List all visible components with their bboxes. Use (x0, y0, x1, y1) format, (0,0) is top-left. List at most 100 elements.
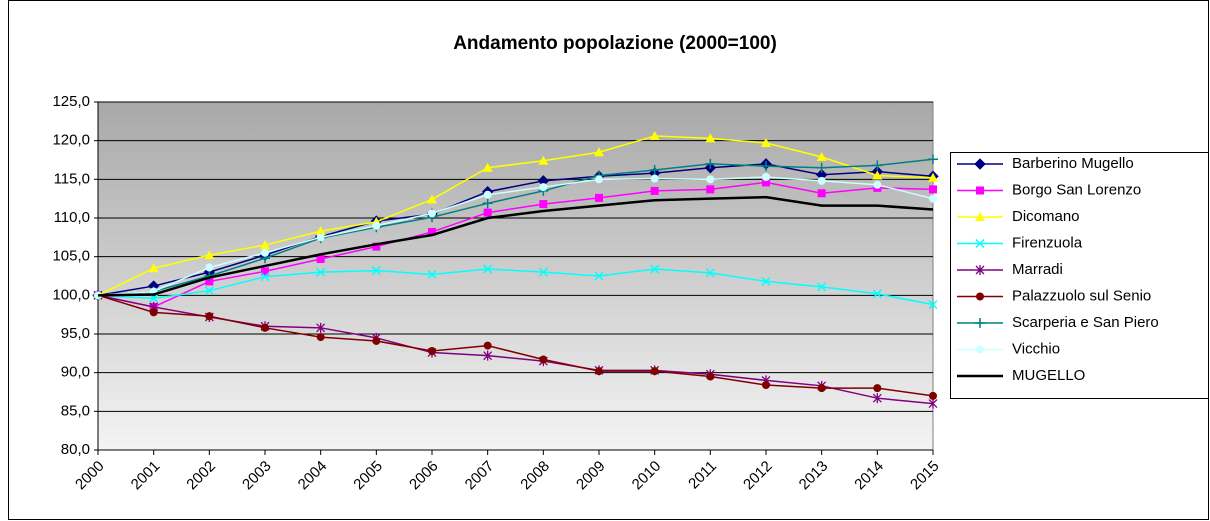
marker (649, 131, 660, 141)
y-tick-label: 115,0 (54, 170, 90, 187)
marker (260, 240, 270, 250)
marker (261, 267, 269, 276)
y-tick-label: 80,0 (61, 441, 90, 458)
y-tick-label: 100,0 (52, 286, 90, 303)
marker (372, 221, 381, 230)
series (94, 173, 937, 300)
marker (428, 347, 436, 356)
marker (817, 282, 827, 292)
marker (817, 384, 826, 393)
series-line (97, 195, 934, 297)
series-line (97, 181, 934, 308)
legend-marker (976, 345, 984, 354)
chart-title: Andamento popolazione (2000=100) (453, 33, 777, 54)
marker (762, 178, 770, 187)
marker (261, 323, 269, 332)
marker (204, 250, 215, 260)
marker (539, 183, 548, 192)
series-line (97, 294, 934, 397)
legend-label: Scarperia e San Piero (1012, 314, 1159, 331)
series-line (97, 176, 934, 297)
series-line (97, 158, 934, 297)
marker (316, 322, 326, 333)
y-tick-label: 90,0 (61, 364, 90, 381)
marker (650, 174, 659, 183)
legend-label: Borgo San Lorenzo (1012, 181, 1141, 198)
marker (595, 175, 603, 184)
y-tick-label: 105,0 (52, 248, 90, 265)
marker (929, 391, 937, 400)
marker (372, 336, 381, 345)
marker (650, 367, 659, 376)
marker (538, 155, 549, 165)
legend-label: Firenzuola (1012, 234, 1083, 251)
marker (872, 160, 883, 171)
marker (205, 263, 214, 272)
marker (428, 227, 436, 236)
marker (706, 185, 715, 194)
marker (595, 367, 603, 376)
legend-marker (976, 292, 984, 301)
marker (539, 200, 548, 209)
marker (816, 162, 827, 173)
marker (761, 276, 771, 286)
legend-marker (975, 212, 985, 221)
series (97, 195, 934, 297)
legend-label: Palazzuolo sul Senio (1012, 287, 1151, 304)
marker (761, 161, 771, 172)
marker (928, 172, 938, 182)
marker (706, 175, 715, 184)
marker (372, 242, 381, 251)
marker (427, 269, 437, 279)
marker (650, 264, 660, 274)
marker (204, 286, 214, 296)
marker (482, 162, 493, 172)
marker (649, 165, 660, 176)
marker (483, 208, 492, 217)
y-tick-label: 85,0 (61, 402, 90, 419)
marker (315, 226, 326, 236)
marker (483, 350, 493, 361)
marker (205, 312, 214, 321)
marker (538, 267, 548, 277)
series (93, 131, 938, 300)
marker (929, 185, 937, 194)
marker (261, 248, 269, 257)
legend-marker (975, 318, 985, 328)
y-tick-label: 125,0 (52, 93, 90, 110)
marker (316, 254, 325, 263)
marker (706, 372, 715, 381)
marker (705, 268, 715, 278)
marker (260, 272, 270, 282)
marker (483, 341, 492, 350)
marker (205, 277, 214, 286)
plot-area (97, 101, 934, 451)
marker (762, 381, 770, 390)
legend-marker (974, 158, 986, 170)
legend-label: Vicchio (1012, 340, 1060, 357)
marker (316, 333, 325, 342)
legend-marker (975, 238, 985, 249)
marker (595, 193, 603, 202)
marker (594, 147, 604, 157)
y-tick-label: 120,0 (52, 132, 90, 149)
marker (817, 189, 826, 198)
marker (705, 158, 716, 169)
legend (950, 152, 1209, 399)
marker (872, 170, 883, 180)
marker (482, 198, 493, 209)
marker (872, 393, 882, 404)
y-tick-label: 110,0 (54, 209, 90, 226)
series-line (97, 135, 934, 297)
marker (316, 267, 326, 277)
marker (762, 173, 770, 182)
marker (929, 194, 937, 203)
marker (148, 263, 159, 273)
marker (371, 266, 381, 276)
marker (316, 233, 325, 242)
legend-label: Marradi (1012, 261, 1063, 278)
marker (873, 384, 882, 393)
marker (761, 137, 771, 147)
legend-label: MUGELLO (1012, 367, 1085, 384)
